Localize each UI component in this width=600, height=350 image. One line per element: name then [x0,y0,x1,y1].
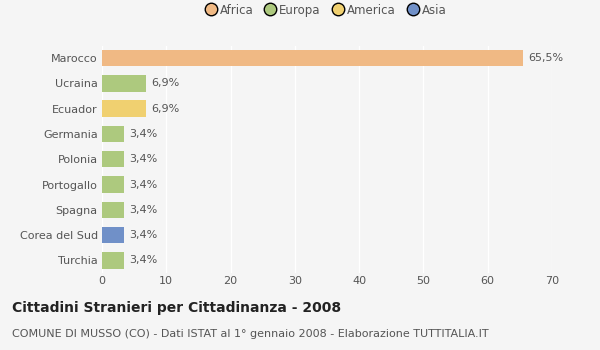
Bar [102,75,146,92]
Bar [102,50,523,66]
Text: 3,4%: 3,4% [129,154,157,164]
Text: Cittadini Stranieri per Cittadinanza - 2008: Cittadini Stranieri per Cittadinanza - 2… [12,301,341,315]
Text: 6,9%: 6,9% [151,104,180,114]
Legend: Africa, Europa, America, Asia: Africa, Europa, America, Asia [205,1,449,19]
Bar [102,151,124,167]
Text: 3,4%: 3,4% [129,205,157,215]
Bar [102,176,124,193]
Text: 6,9%: 6,9% [151,78,180,89]
Bar [102,227,124,243]
Bar [102,126,124,142]
Text: 3,4%: 3,4% [129,256,157,265]
Bar [102,202,124,218]
Bar [102,252,124,268]
Bar [102,100,146,117]
Text: COMUNE DI MUSSO (CO) - Dati ISTAT al 1° gennaio 2008 - Elaborazione TUTTITALIA.I: COMUNE DI MUSSO (CO) - Dati ISTAT al 1° … [12,329,488,339]
Text: 3,4%: 3,4% [129,129,157,139]
Text: 3,4%: 3,4% [129,180,157,190]
Text: 65,5%: 65,5% [528,53,563,63]
Text: 3,4%: 3,4% [129,230,157,240]
